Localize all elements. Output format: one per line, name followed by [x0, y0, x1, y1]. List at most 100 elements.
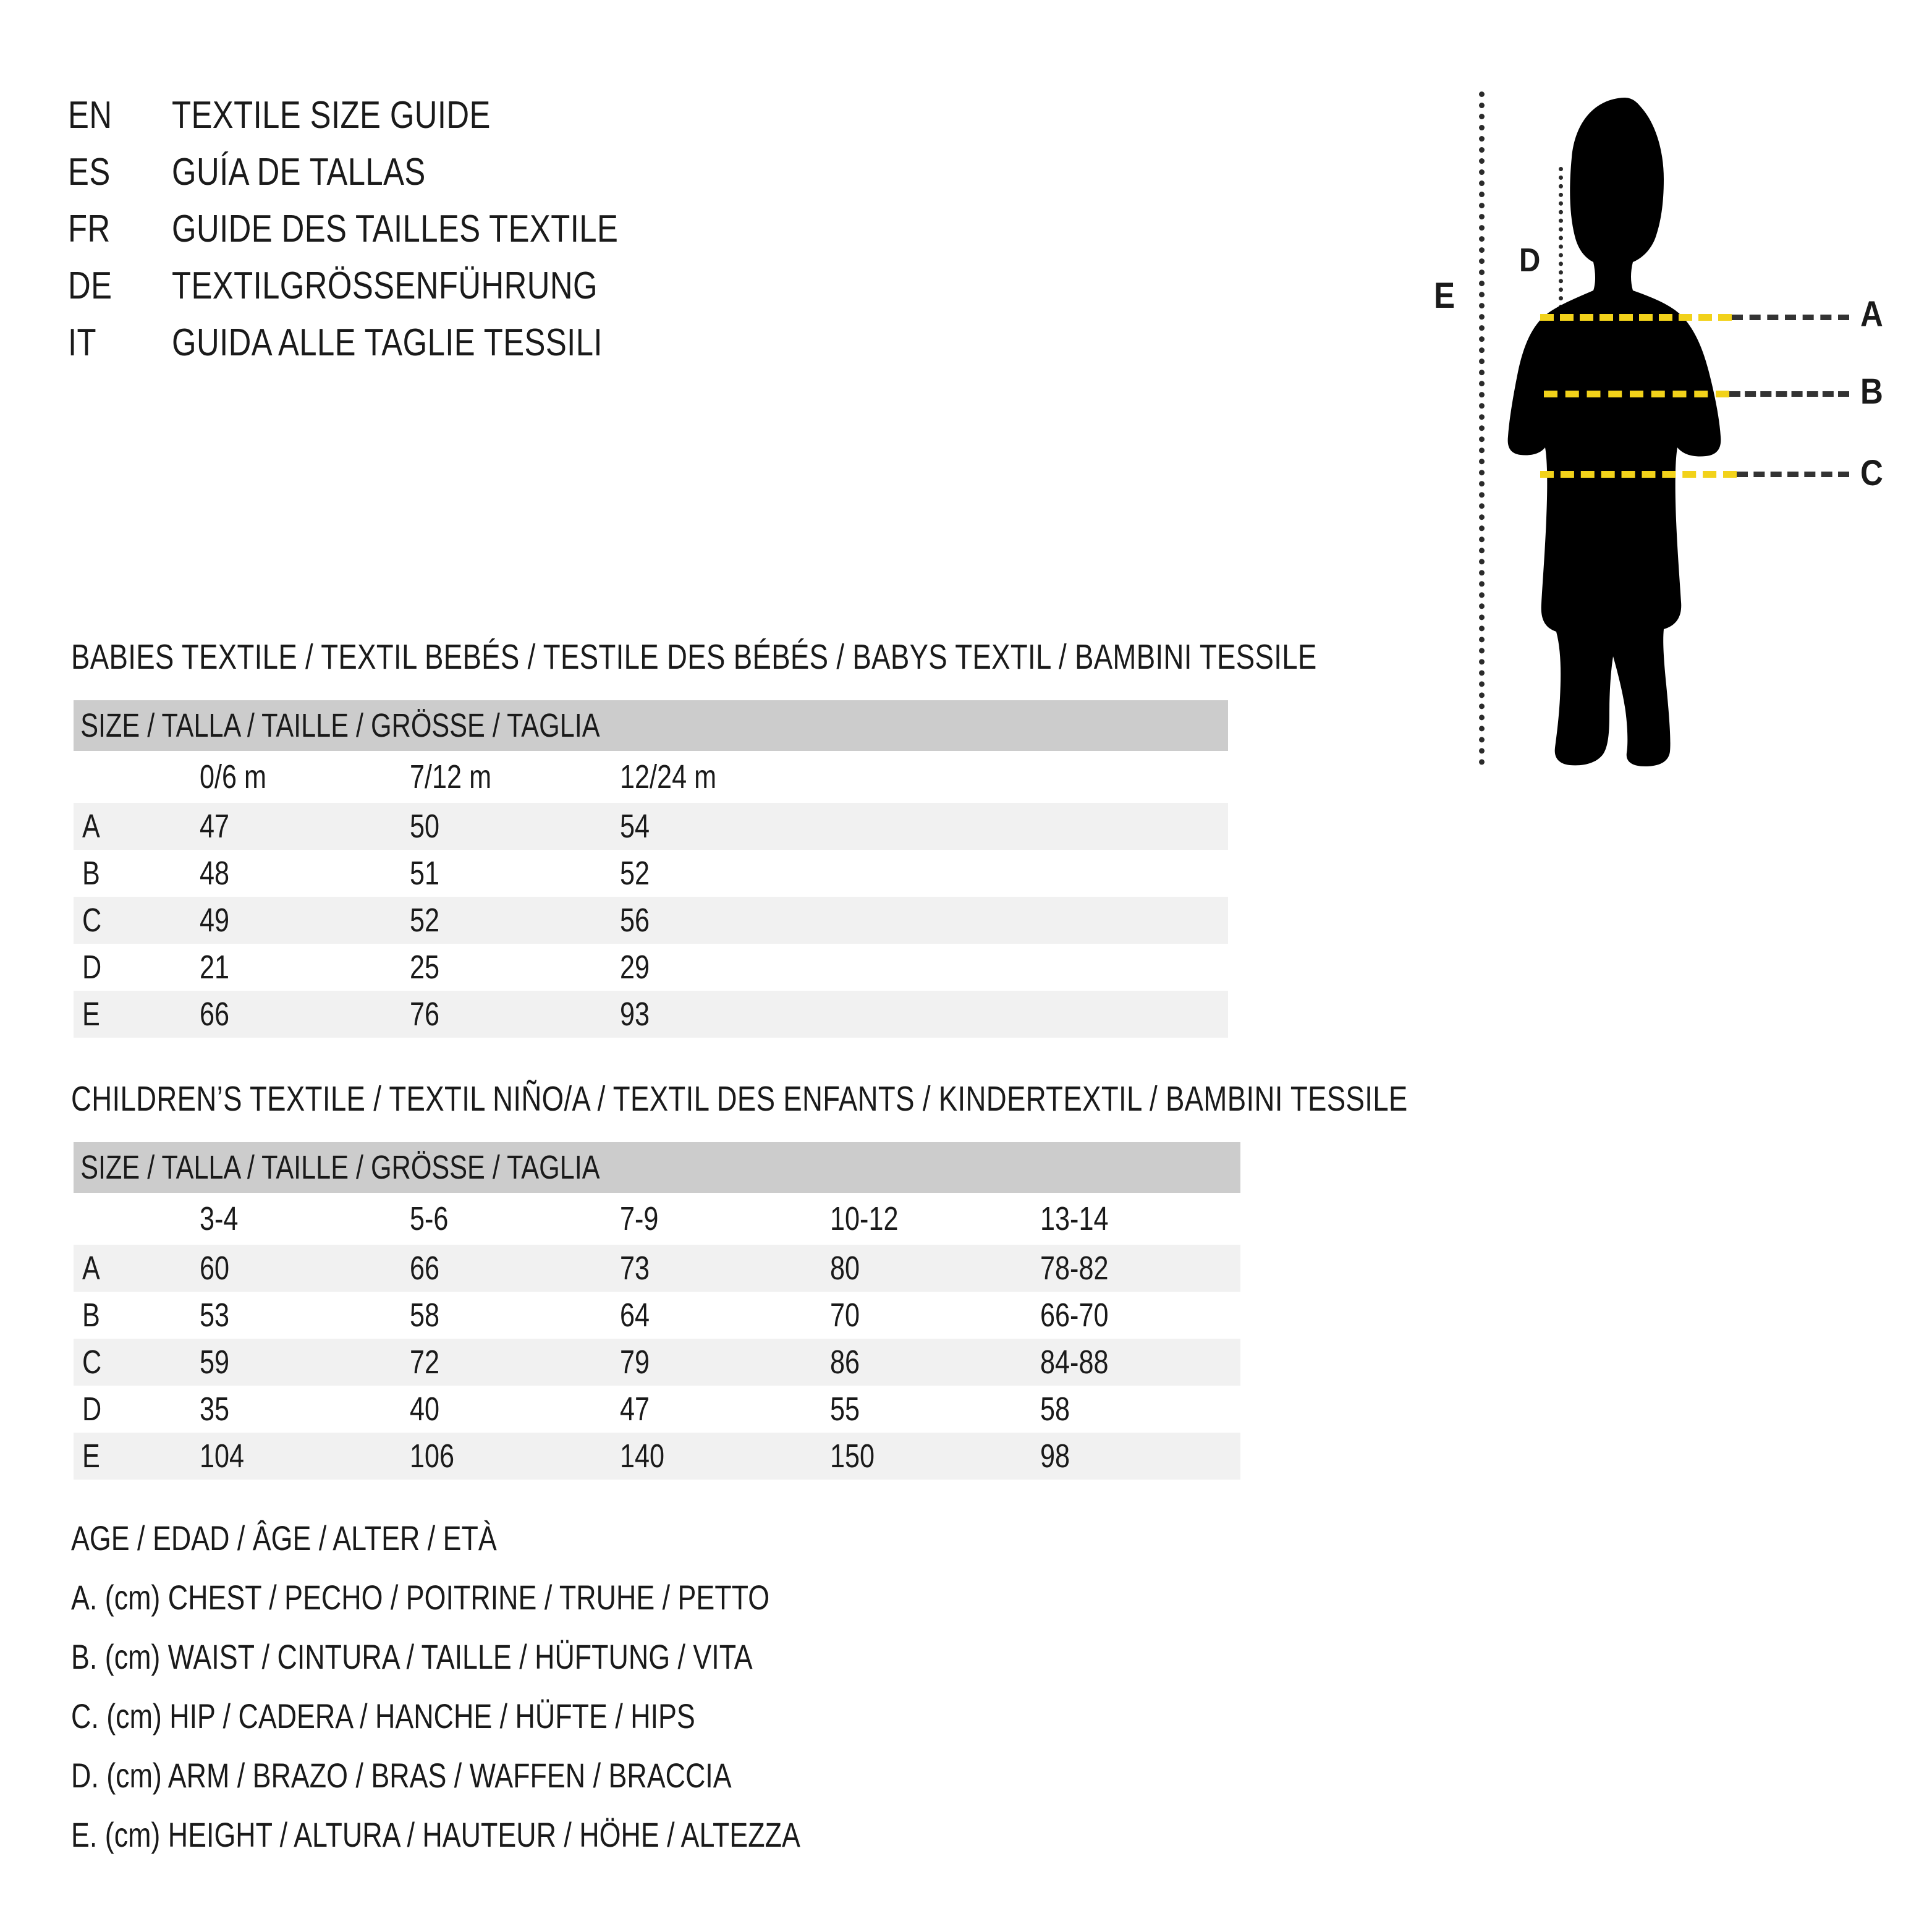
measurement-diagram: E D A B C	[1397, 74, 1928, 779]
table-row: C 59 72 79 86 84-88	[74, 1339, 1241, 1386]
children-cell-b-4: 66-70	[1012, 1292, 1241, 1339]
babies-cell-b-0: 48	[171, 850, 381, 897]
language-row-de: DE TEXTILGRÖSSENFÜHRUNG	[68, 257, 933, 314]
children-cell-a-3: 80	[802, 1245, 1012, 1292]
babies-section-heading: BABIES TEXTILE / TEXTIL BEBÉS / TESTILE …	[71, 637, 1317, 677]
table-row: A 60 66 73 80 78-82	[74, 1245, 1241, 1292]
height-guide-line	[1479, 91, 1485, 765]
measure-leader-b	[1729, 391, 1849, 397]
language-row-fr: FR GUIDE DES TAILLES TEXTILE	[68, 200, 933, 257]
children-col-header-2: 7-9	[591, 1193, 802, 1245]
measure-line-c-hip	[1540, 471, 1737, 478]
language-title-es: GUÍA DE TALLAS	[172, 150, 426, 193]
table-row: E 104 106 140 150 98	[74, 1433, 1241, 1480]
children-cell-c-1: 72	[381, 1339, 591, 1386]
table-row: B 53 58 64 70 66-70	[74, 1292, 1241, 1339]
children-row-label-d: D	[74, 1386, 171, 1433]
table-row: A 47 50 54	[74, 803, 1229, 850]
children-cell-e-4: 98	[1012, 1433, 1241, 1480]
babies-cell-a-2: 54	[591, 803, 1229, 850]
measurement-legend: AGE / EDAD / ÂGE / ALTER / ETÀ A. (cm) C…	[71, 1508, 1184, 1864]
children-col-header-0: 3-4	[171, 1193, 381, 1245]
babies-table-title: SIZE / TALLA / TAILLE / GRÖSSE / TAGLIA	[80, 707, 600, 744]
children-cell-e-0: 104	[171, 1433, 381, 1480]
measure-label-a: A	[1860, 294, 1883, 334]
babies-row-label-d: D	[74, 944, 171, 991]
babies-col-header-1: 7/12 m	[381, 751, 591, 803]
language-title-fr: GUIDE DES TAILLES TEXTILE	[172, 207, 619, 250]
children-size-table: SIZE / TALLA / TAILLE / GRÖSSE / TAGLIA …	[74, 1142, 1241, 1480]
legend-item-a-chest: A. (cm) CHEST / PECHO / POITRINE / TRUHE…	[71, 1577, 770, 1617]
children-cell-a-1: 66	[381, 1245, 591, 1292]
babies-cell-b-2: 52	[591, 850, 1229, 897]
children-row-label-c: C	[74, 1339, 171, 1386]
language-title-it: GUIDA ALLE TAGLIE TESSILI	[172, 321, 603, 364]
legend-item-e-height: E. (cm) HEIGHT / ALTURA / HAUTEUR / HÖHE…	[71, 1815, 800, 1854]
language-code-es: ES	[68, 150, 111, 193]
children-column-header-row: 3-4 5-6 7-9 10-12 13-14	[74, 1193, 1241, 1245]
children-cell-c-0: 59	[171, 1339, 381, 1386]
language-code-en: EN	[68, 93, 112, 137]
babies-column-header-row: 0/6 m 7/12 m 12/24 m	[74, 751, 1229, 803]
language-code-it: IT	[68, 321, 97, 364]
children-cell-c-3: 86	[802, 1339, 1012, 1386]
legend-item-c-hip: C. (cm) HIP / CADERA / HANCHE / HÜFTE / …	[71, 1696, 695, 1735]
babies-col-header-2: 12/24 m	[591, 751, 1229, 803]
children-col-header-4: 13-14	[1012, 1193, 1241, 1245]
arm-guide-line	[1559, 167, 1563, 352]
babies-cell-c-0: 49	[171, 897, 381, 944]
babies-cell-d-1: 25	[381, 944, 591, 991]
child-silhouette-icon	[1502, 93, 1768, 766]
legend-item-b-waist: B. (cm) WAIST / CINTURA / TAILLE / HÜFTU…	[71, 1637, 753, 1676]
measure-leader-a	[1732, 315, 1849, 320]
children-row-label-e: E	[74, 1433, 171, 1480]
measure-line-b-waist	[1544, 391, 1729, 397]
language-row-it: IT GUIDA ALLE TAGLIE TESSILI	[68, 314, 933, 371]
children-cell-e-3: 150	[802, 1433, 1012, 1480]
table-row: D 35 40 47 55 58	[74, 1386, 1241, 1433]
babies-row-label-a: A	[74, 803, 171, 850]
language-code-fr: FR	[68, 207, 111, 250]
babies-table-title-row: SIZE / TALLA / TAILLE / GRÖSSE / TAGLIA	[74, 700, 1229, 751]
children-cell-a-4: 78-82	[1012, 1245, 1241, 1292]
babies-corner-cell	[74, 751, 171, 803]
language-code-de: DE	[68, 264, 112, 307]
table-row: B 48 51 52	[74, 850, 1229, 897]
babies-row-label-b: B	[74, 850, 171, 897]
babies-cell-b-1: 51	[381, 850, 591, 897]
children-cell-b-3: 70	[802, 1292, 1012, 1339]
babies-col-header-0: 0/6 m	[171, 751, 381, 803]
language-title-block: EN TEXTILE SIZE GUIDE ES GUÍA DE TALLAS …	[68, 87, 933, 371]
children-cell-c-4: 84-88	[1012, 1339, 1241, 1386]
children-cell-c-2: 79	[591, 1339, 802, 1386]
babies-cell-c-2: 56	[591, 897, 1229, 944]
babies-cell-e-1: 76	[381, 991, 591, 1038]
language-row-en: EN TEXTILE SIZE GUIDE	[68, 87, 933, 143]
children-cell-e-1: 106	[381, 1433, 591, 1480]
babies-cell-a-1: 50	[381, 803, 591, 850]
children-cell-a-0: 60	[171, 1245, 381, 1292]
children-section-heading: CHILDREN’S TEXTILE / TEXTIL NIÑO/A / TEX…	[71, 1079, 1408, 1119]
children-col-header-1: 5-6	[381, 1193, 591, 1245]
children-cell-d-3: 55	[802, 1386, 1012, 1433]
children-cell-d-0: 35	[171, 1386, 381, 1433]
babies-cell-d-2: 29	[591, 944, 1229, 991]
children-cell-d-2: 47	[591, 1386, 802, 1433]
measure-label-c: C	[1860, 453, 1883, 493]
language-row-es: ES GUÍA DE TALLAS	[68, 143, 933, 200]
table-row: D 21 25 29	[74, 944, 1229, 991]
measure-label-e: E	[1434, 276, 1455, 316]
babies-cell-e-0: 66	[171, 991, 381, 1038]
table-row: C 49 52 56	[74, 897, 1229, 944]
children-cell-b-1: 58	[381, 1292, 591, 1339]
babies-size-table: SIZE / TALLA / TAILLE / GRÖSSE / TAGLIA …	[74, 700, 1229, 1038]
children-cell-b-0: 53	[171, 1292, 381, 1339]
children-table-title: SIZE / TALLA / TAILLE / GRÖSSE / TAGLIA	[80, 1149, 600, 1186]
babies-cell-a-0: 47	[171, 803, 381, 850]
language-title-de: TEXTILGRÖSSENFÜHRUNG	[172, 264, 598, 307]
measure-label-b: B	[1860, 371, 1883, 412]
children-cell-b-2: 64	[591, 1292, 802, 1339]
measure-line-a-chest	[1540, 314, 1732, 321]
children-corner-cell	[74, 1193, 171, 1245]
language-title-en: TEXTILE SIZE GUIDE	[172, 93, 491, 137]
